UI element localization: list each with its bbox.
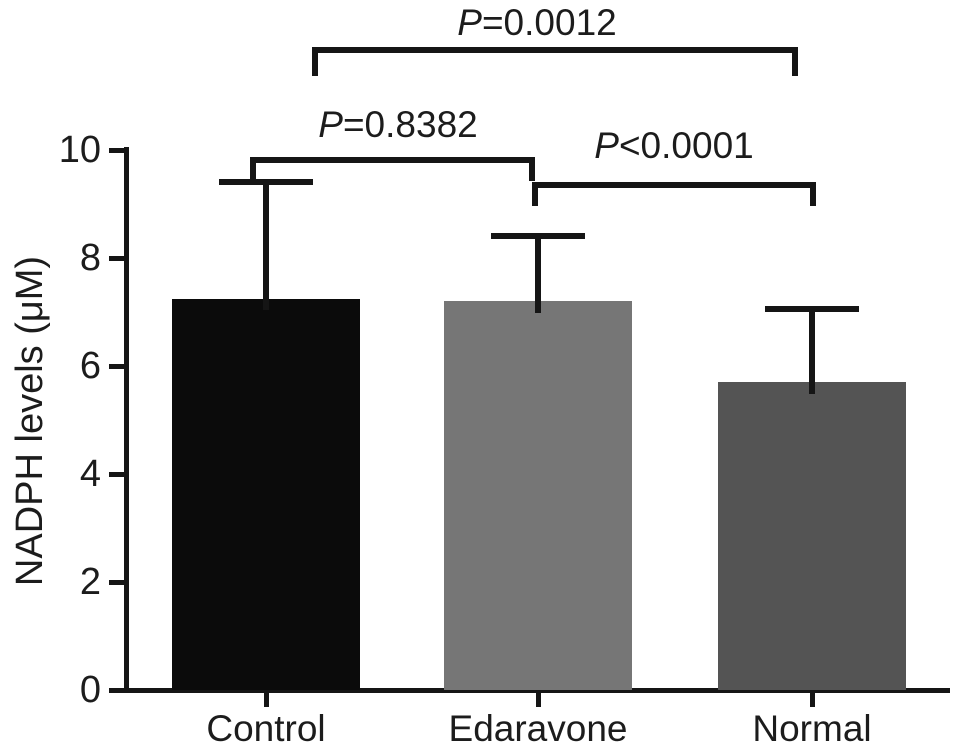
y-tick <box>109 364 124 369</box>
bar-normal <box>718 382 906 690</box>
significance-bracket-drop <box>529 157 535 181</box>
bar-edaravone <box>444 301 632 690</box>
y-tick-label: 8 <box>79 237 101 279</box>
x-tick <box>536 693 541 707</box>
error-bar-cap <box>219 179 313 186</box>
error-bar-cap <box>765 306 859 313</box>
significance-bracket-bar <box>250 157 535 163</box>
error-bar-cap <box>491 233 585 240</box>
y-tick <box>109 580 124 585</box>
significance-bracket-drop <box>250 157 256 181</box>
y-tick <box>109 472 124 477</box>
y-tick-label: 4 <box>79 453 101 495</box>
y-tick-label: 0 <box>79 669 101 711</box>
significance-bracket-drop <box>532 182 538 206</box>
y-tick <box>109 148 124 153</box>
significance-bracket-drop <box>810 182 816 206</box>
x-category-label-control: Control <box>206 708 326 749</box>
y-axis-line <box>124 147 129 693</box>
y-tick-label: 6 <box>79 345 101 387</box>
significance-bracket-bar <box>532 182 816 188</box>
y-tick-label: 10 <box>58 129 101 171</box>
y-axis-title: NADPH levels (μM) <box>9 255 51 587</box>
error-bar-stem <box>535 236 541 314</box>
x-axis-line <box>124 688 950 693</box>
y-tick <box>109 688 124 693</box>
error-bar-stem <box>263 182 269 311</box>
significance-label: P<0.0001 <box>594 125 754 166</box>
x-category-label-normal: Normal <box>752 708 872 749</box>
significance-label: P=0.0012 <box>457 2 617 43</box>
significance-bracket-drop <box>312 47 318 76</box>
x-tick <box>264 693 269 707</box>
x-tick <box>810 693 815 707</box>
significance-bracket-bar <box>312 47 798 53</box>
x-category-label-edaravone: Edaravone <box>448 708 628 749</box>
y-tick <box>109 256 124 261</box>
significance-label: P=0.8382 <box>318 104 478 145</box>
significance-bracket-drop <box>792 47 798 76</box>
y-tick-label: 2 <box>79 561 101 603</box>
bar-control <box>172 298 360 690</box>
error-bar-stem <box>809 309 815 395</box>
